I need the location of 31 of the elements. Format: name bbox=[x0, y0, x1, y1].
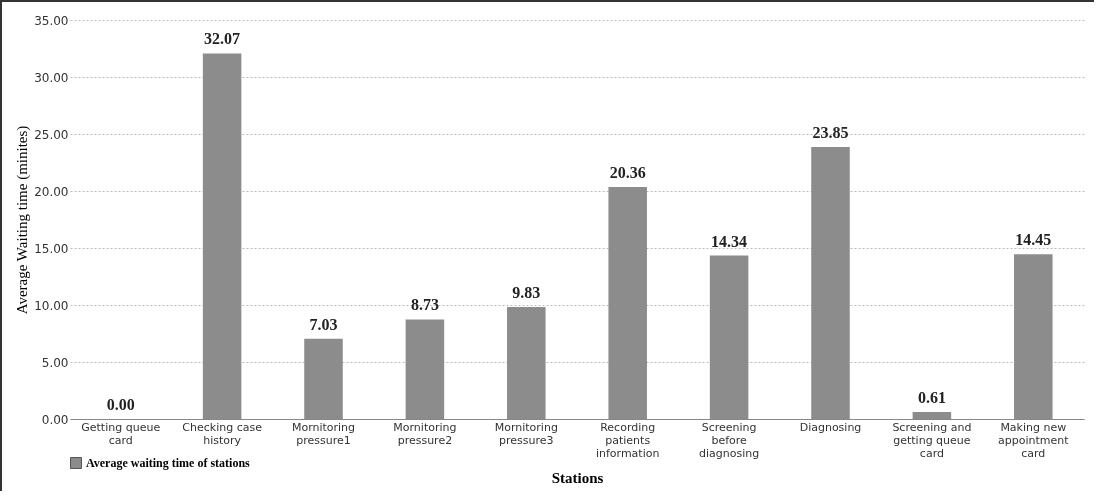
x-tick-label: Screening and getting queue card bbox=[892, 420, 972, 460]
x-tick-label: Getting queue card bbox=[81, 420, 161, 447]
x-tick-label: Mornitoring pressure3 bbox=[494, 420, 558, 447]
text: 9.83 bbox=[512, 283, 541, 301]
y-tick-label: 30.00 bbox=[34, 70, 69, 85]
x-tick-label: Recording patients information bbox=[595, 420, 660, 460]
x-tick-label: Checking case history bbox=[182, 420, 263, 447]
text: 23.85 bbox=[812, 124, 849, 142]
y-tick-label: 10.00 bbox=[34, 298, 69, 313]
text: 20.36 bbox=[609, 163, 646, 181]
y-tick-label: 5.00 bbox=[41, 355, 69, 370]
y-tick-label: 25.00 bbox=[34, 127, 69, 142]
text: 7.03 bbox=[309, 315, 338, 333]
x-tick-label: Mornitoring pressure2 bbox=[393, 420, 457, 447]
text: 8.73 bbox=[410, 296, 439, 314]
x-axis-title: Stations bbox=[551, 469, 604, 486]
y-tick-label: 0.00 bbox=[41, 412, 69, 427]
y-tick-label: 35.00 bbox=[34, 13, 69, 28]
x-tick-label: Mornitoring pressure1 bbox=[291, 420, 356, 447]
text: 32.07 bbox=[204, 30, 241, 48]
text: 14.34 bbox=[711, 232, 748, 250]
x-tick-label: Screening before diagnosing bbox=[698, 420, 760, 460]
x-tick-label: Diagnosing bbox=[799, 420, 862, 434]
text: 0.00 bbox=[106, 396, 135, 413]
y-tick-label: 15.00 bbox=[34, 241, 69, 256]
legend-label: Average waiting time of stations bbox=[86, 456, 251, 470]
text: 0.61 bbox=[917, 389, 946, 407]
y-tick-label: 20.00 bbox=[34, 184, 69, 199]
y-axis-title: Average Waiting time (minites) bbox=[14, 125, 32, 315]
text: 14.45 bbox=[1015, 231, 1052, 249]
x-tick-label: Making new appointment card bbox=[998, 420, 1070, 460]
